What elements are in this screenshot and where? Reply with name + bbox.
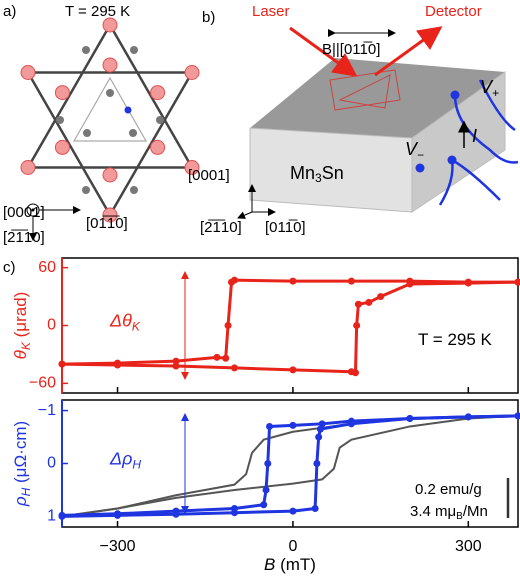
y-tick-label: 0 xyxy=(47,317,56,334)
data-point xyxy=(406,280,414,288)
label-subscript: H xyxy=(19,487,33,496)
y-tick-label: 60 xyxy=(38,259,56,276)
axis-label: [2̅1̅10] xyxy=(3,229,45,246)
data-point xyxy=(365,298,373,306)
data-point xyxy=(313,460,321,467)
axis-label: [2̅1̅10] xyxy=(200,219,242,236)
data-point xyxy=(172,357,180,365)
data-point xyxy=(289,421,297,429)
panel-label: b) xyxy=(202,9,215,26)
data-point xyxy=(172,510,180,518)
y-tick-label: −1 xyxy=(38,402,56,419)
data-point xyxy=(406,415,414,423)
data-point xyxy=(347,277,355,285)
scale-label: 3.4 mμB/Mn xyxy=(410,503,488,522)
data-point xyxy=(222,354,230,362)
delta-label: ΔθK xyxy=(109,310,141,333)
panel-label: c) xyxy=(3,259,16,276)
data-point xyxy=(114,361,122,369)
y-tick-label: 1 xyxy=(47,508,56,525)
temperature: T = 295 K xyxy=(418,330,493,349)
voltage-label: V+ xyxy=(480,77,499,100)
y-tick-label: 0 xyxy=(47,455,56,472)
voltage-label: V− xyxy=(405,139,424,162)
label-symbol: θ xyxy=(11,349,30,359)
axis-label: [0001] xyxy=(3,204,45,221)
t: B xyxy=(456,511,463,522)
material-label: Mn3Sn xyxy=(290,163,344,185)
axis-label: [011̅0] xyxy=(265,219,306,236)
detector-label: Detector xyxy=(425,3,482,20)
label-unit: (μΩ·cm) xyxy=(11,421,30,488)
data-point xyxy=(230,509,238,517)
label-unit: (mT) xyxy=(275,555,316,574)
data-point xyxy=(377,293,385,301)
data-point xyxy=(289,507,297,515)
data-point xyxy=(514,412,520,420)
x-tick-label: 300 xyxy=(455,538,482,555)
label-subscript: K xyxy=(19,341,33,350)
scale-label: 0.2 emu/g xyxy=(415,481,482,498)
sample-diagram xyxy=(237,26,519,219)
label-symbol: B xyxy=(264,555,275,574)
data-point xyxy=(224,322,232,329)
data-point xyxy=(464,413,472,421)
data-point xyxy=(464,279,472,287)
data-point xyxy=(172,362,180,370)
panel-label: a) xyxy=(3,3,16,20)
y-axis-label: θK (μrad) xyxy=(11,292,33,360)
data-point xyxy=(58,512,66,520)
y-axis-label: ρH (μΩ·cm) xyxy=(11,421,33,507)
data-point xyxy=(316,425,324,433)
delta-label: ΔρH xyxy=(109,448,141,471)
label-symbol: ρ xyxy=(11,496,30,507)
data-point xyxy=(354,300,362,308)
data-point xyxy=(228,278,236,286)
x-tick-label: 0 xyxy=(288,538,297,555)
data-point xyxy=(266,422,274,430)
data-point xyxy=(289,277,297,285)
label-subscript: H xyxy=(132,458,141,472)
temperature: T = 295 K xyxy=(65,3,130,20)
kagome-diagram xyxy=(20,17,200,241)
data-point xyxy=(315,433,323,441)
data-point xyxy=(311,504,319,512)
x-axis-label: B (mT) xyxy=(264,555,316,574)
t: /Mn xyxy=(463,503,488,520)
data-point xyxy=(260,501,268,509)
data-line xyxy=(61,280,519,375)
label-subscript: K xyxy=(132,320,141,334)
label-symbol: Δθ xyxy=(109,310,132,330)
data-point xyxy=(264,460,272,467)
data-line xyxy=(61,414,519,518)
y-tick-label: −60 xyxy=(29,375,56,392)
label-symbol: Δρ xyxy=(109,448,132,468)
data-point xyxy=(514,278,520,286)
data-point xyxy=(347,420,355,428)
data-point xyxy=(262,486,270,494)
data-point xyxy=(318,420,326,428)
data-point xyxy=(351,369,359,377)
axis-label: [0001] xyxy=(188,167,230,184)
data-point xyxy=(213,353,221,361)
data-point xyxy=(353,322,361,329)
field-label: B||[011̅0] xyxy=(322,41,380,58)
data-point xyxy=(114,511,122,519)
data-point xyxy=(230,364,238,372)
data-point xyxy=(58,360,66,368)
current-label: I xyxy=(472,126,477,146)
data-point xyxy=(289,366,297,374)
label-unit: (μrad) xyxy=(11,292,30,342)
laser-label: Laser xyxy=(252,3,290,20)
axis-label: [01̅1̅0] xyxy=(86,215,128,232)
t: 3.4 mμ xyxy=(410,503,456,520)
x-tick-label: −300 xyxy=(100,538,136,555)
